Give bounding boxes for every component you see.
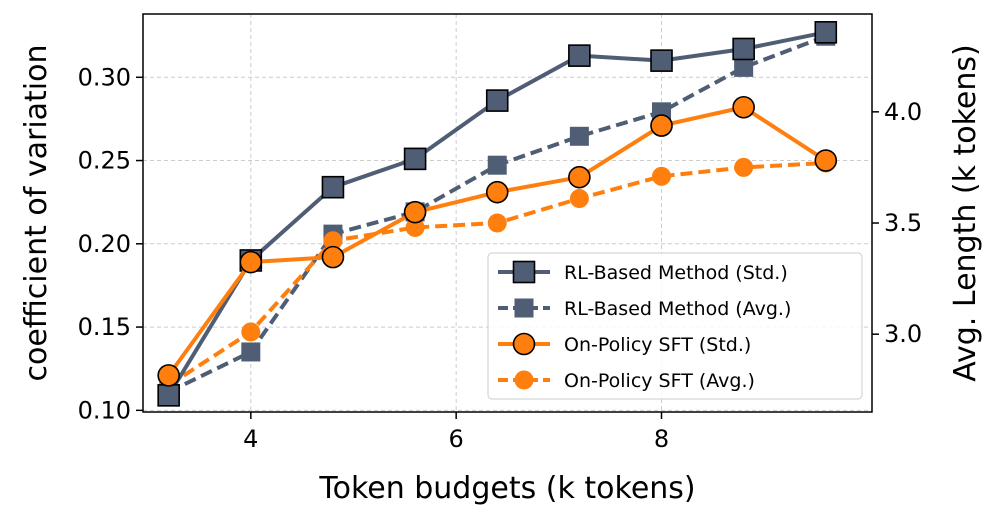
data-point (405, 217, 425, 237)
data-point (321, 245, 345, 269)
series-on-policy-sft-std (157, 95, 838, 387)
legend-entry: RL-Based Method (Avg.) (498, 298, 791, 320)
data-point (650, 49, 673, 72)
series-rl-based-method-std (157, 21, 838, 407)
data-point (239, 250, 263, 274)
data-point (487, 213, 507, 233)
data-point (403, 147, 427, 171)
data-point (241, 322, 261, 342)
data-point (485, 180, 509, 204)
y-axis-left-title: coefficient of variation (19, 44, 54, 381)
data-point (652, 166, 672, 186)
data-point (734, 57, 754, 77)
data-point (568, 165, 591, 189)
data-point (734, 157, 754, 177)
data-point (403, 200, 427, 224)
legend-marker (514, 298, 534, 318)
legend-marker (512, 260, 536, 284)
y-left-tick-label: 0.15 (78, 313, 131, 341)
legend-marker (512, 332, 536, 356)
data-point (650, 114, 673, 137)
data-point (157, 384, 180, 407)
data-point (323, 231, 343, 251)
legend-label: On-Policy SFT (Std.) (564, 334, 751, 356)
data-point (569, 189, 589, 209)
data-point (487, 155, 507, 175)
legend-box (487, 252, 863, 400)
data-point (814, 149, 838, 172)
y-axis-right-title: Avg. Length (k tokens) (948, 44, 983, 382)
legend-label: On-Policy SFT (Avg.) (564, 370, 755, 392)
data-point (732, 37, 755, 61)
legend: RL-Based Method (Std.) RL-Based Method (A… (487, 252, 863, 400)
data-point (569, 126, 589, 146)
legend-label: RL-Based Method (Std.) (564, 262, 788, 284)
legend-entry: RL-Based Method (Std.) (498, 260, 788, 284)
y-left-tick-label: 0.25 (78, 147, 131, 175)
legend-entry: On-Policy SFT (Std.) (498, 332, 751, 356)
x-tick-label: 6 (449, 425, 464, 453)
legend-label: RL-Based Method (Avg.) (564, 298, 791, 320)
data-point (485, 89, 509, 112)
x-tick-label: 4 (243, 425, 258, 453)
y-right-tick-label: 3.5 (884, 209, 922, 237)
y-right-tick-label: 3.0 (884, 320, 922, 348)
data-point (814, 21, 838, 44)
data-point (568, 44, 591, 67)
plot-frame (142, 13, 873, 413)
legend-marker (514, 370, 534, 390)
series-layer (157, 21, 838, 407)
y-right-tick-label: 4.0 (884, 98, 922, 126)
axes: 4 6 8 0.10 0.15 0.20 0.25 0.30 3.0 3.5 4.0 (78, 13, 922, 453)
data-point (321, 175, 345, 199)
x-tick-label: 8 (654, 425, 669, 453)
data-point (157, 364, 180, 387)
legend-entry: On-Policy SFT (Avg.) (498, 370, 755, 392)
y-left-tick-label: 0.20 (78, 230, 131, 258)
x-axis-title: Token budgets (k tokens) (318, 471, 695, 506)
data-point (241, 342, 261, 362)
data-point (732, 95, 755, 119)
y-left-tick-label: 0.30 (78, 63, 131, 91)
y-left-tick-label: 0.10 (78, 396, 131, 424)
